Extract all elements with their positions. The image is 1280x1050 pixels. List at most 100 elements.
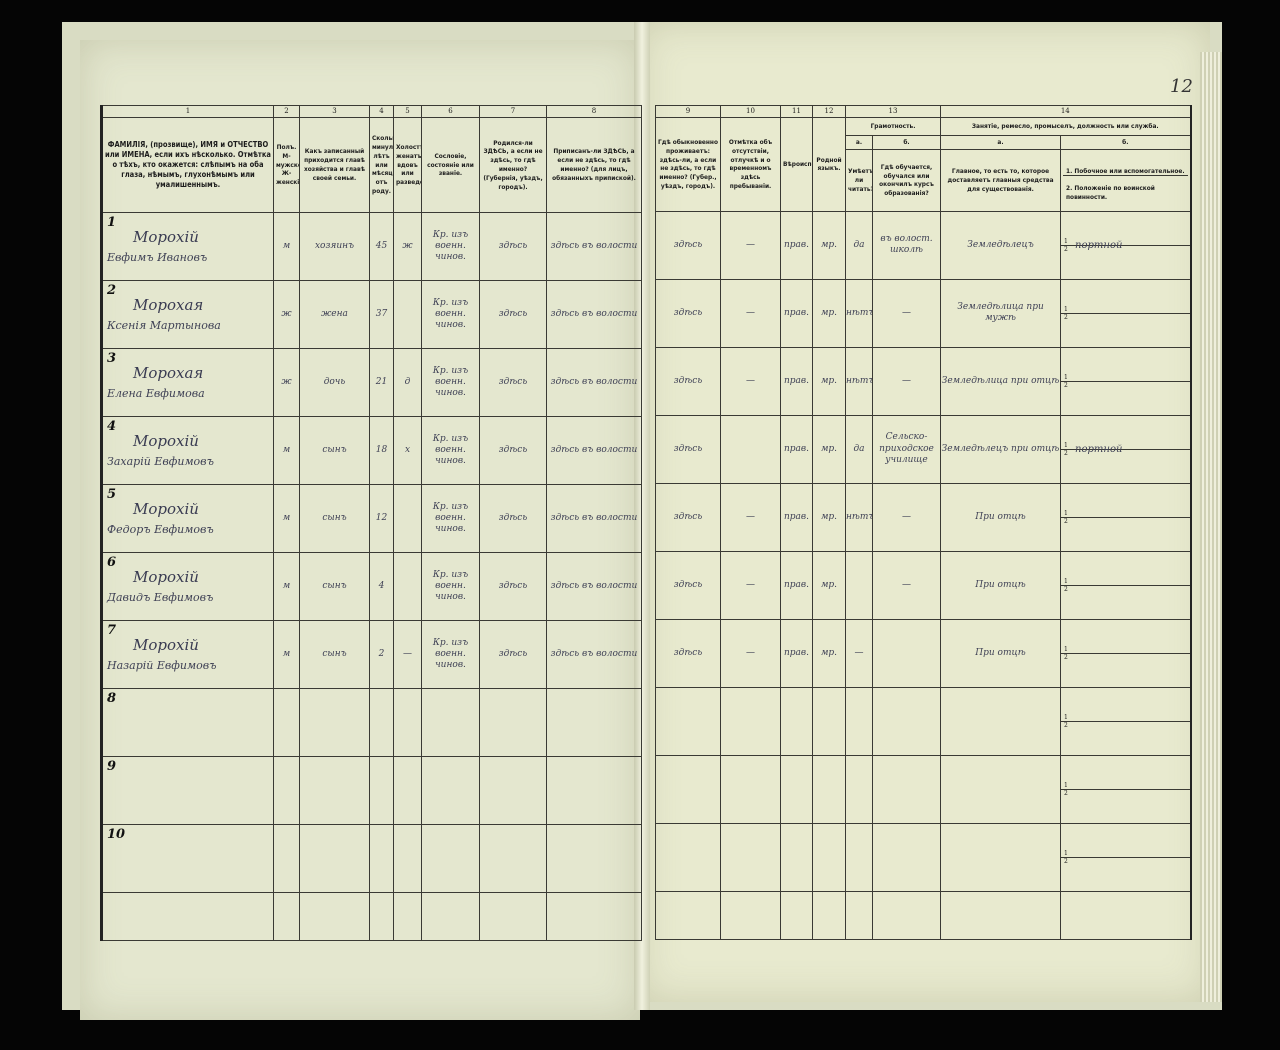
column-number: 5 <box>393 105 422 118</box>
empty-cell <box>720 890 781 940</box>
age-cell: 37 <box>369 280 394 349</box>
secondary-lines: 1 портной 2 <box>1061 442 1190 457</box>
line-two: 2 <box>1062 653 1190 661</box>
absence-cell: — <box>720 210 781 280</box>
relation-cell <box>299 688 370 757</box>
subcolumn-label: б. <box>871 135 942 150</box>
religion-cell <box>780 754 813 824</box>
table-row: 9 <box>101 756 642 825</box>
born-cell: здѣсь <box>479 212 547 281</box>
born-cell: здѣсь <box>479 484 547 553</box>
occupation-side-value: портной <box>1075 239 1123 251</box>
page-number: 12 <box>1170 76 1193 97</box>
surname: Морохій <box>133 432 199 451</box>
row-number: 1 <box>107 215 117 230</box>
line-number: 2 <box>1064 721 1068 729</box>
line-number: 1 <box>1064 373 1068 381</box>
born-cell: здѣсь <box>479 348 547 417</box>
name-cell: 3 Морохая Елена Евфимова <box>101 348 274 417</box>
subcolumn-label: б. <box>1060 135 1192 150</box>
header-side-occupation: 1. Побочное или вспомогательное. <box>1063 159 1188 177</box>
given-name-patronymic: Назарій Евфимовъ <box>107 659 217 672</box>
line-two: 2 <box>1062 246 1190 253</box>
table-row: 6 Морохій Давидъ Евфимовъ м сынъ 4 Кр. изъ вое… <box>101 552 642 621</box>
secondary-occupation-cell: 1 портной 2 <box>1060 414 1192 484</box>
marital-cell: — <box>393 620 422 689</box>
column-number: 1 <box>101 105 274 118</box>
empty-cell <box>393 892 422 941</box>
sex-cell: ж <box>273 280 300 349</box>
empty-cell <box>479 892 547 941</box>
line-one: 1 <box>1061 850 1190 858</box>
line-one: 1 <box>1061 306 1190 314</box>
name-cell: 10 <box>101 824 274 893</box>
reads-cell: нѣтъ <box>845 278 873 348</box>
relation-cell: сынъ <box>299 620 370 689</box>
empty-cell <box>655 890 721 940</box>
school-cell <box>871 822 942 892</box>
column-number: 10 <box>720 105 781 118</box>
table-row: здѣсь — прав. мр. да въ волост. школѣ Земледѣл… <box>655 210 1192 280</box>
school-cell: — <box>871 550 942 620</box>
column-header: Приписанъ-ли ЗДѢСЬ, а если не здѣсь, то … <box>546 117 642 213</box>
school-cell: въ волост. школѣ <box>871 210 942 280</box>
line-two: 2 <box>1062 313 1190 321</box>
line-number: 2 <box>1064 517 1068 525</box>
sex-cell: ж <box>273 348 300 417</box>
registered-cell <box>546 688 642 757</box>
age-cell: 45 <box>369 212 394 281</box>
surname: Морохая <box>133 364 204 383</box>
resides-cell: здѣсь <box>655 346 721 416</box>
registered-cell: здѣсь въ волости <box>546 552 642 621</box>
resides-cell: здѣсь <box>655 482 721 552</box>
line-number: 1 <box>1064 441 1068 449</box>
reads-cell <box>845 754 873 824</box>
absence-cell: — <box>720 346 781 416</box>
line-number: 1 <box>1064 577 1068 585</box>
census-table-left: 1 2 3 4 5 6 7 8 ФАМИЛІЯ, (прозвище), ИМЯ и ОТЧЕС… <box>100 105 642 941</box>
table-row: 4 Морохій Захарій Евфимовъ м сынъ 18 х Кр. изъ … <box>101 416 642 485</box>
row-number: 2 <box>107 283 117 298</box>
born-cell: здѣсь <box>479 620 547 689</box>
table-row: 1 Морохій Евфимъ Ивановъ м хозяинъ 45 ж Кр. изъ… <box>101 212 642 281</box>
empty-cell <box>871 890 942 940</box>
line-number: 2 <box>1064 653 1068 661</box>
school-cell <box>871 686 942 756</box>
line-one: 1 портной <box>1061 441 1190 455</box>
column-number: 9 <box>655 105 721 118</box>
table-row: здѣсь — прав. мр. нѣтъ — Земледѣлица при отцѣ 1… <box>655 346 1192 416</box>
row-number: 9 <box>107 759 117 774</box>
estate-cell <box>421 824 480 893</box>
sex-cell <box>273 688 300 757</box>
age-cell <box>369 688 394 757</box>
occupation-main-cell <box>940 754 1062 824</box>
relation-cell: дочь <box>299 348 370 417</box>
column-number: 2 <box>273 105 300 118</box>
name-cell: 6 Морохій Давидъ Евфимовъ <box>101 552 274 621</box>
row-number: 4 <box>107 419 117 434</box>
row-number: 7 <box>107 623 117 638</box>
resides-cell: здѣсь <box>655 210 721 280</box>
column-header: Вѣроисповѣданіе. <box>780 117 813 212</box>
column-number: 13 <box>844 105 942 118</box>
occupation-main-cell: При отцѣ <box>940 618 1062 688</box>
line-one: 1 <box>1061 510 1190 518</box>
born-cell <box>479 824 547 893</box>
line-number: 2 <box>1064 313 1068 321</box>
empty-cell <box>1060 890 1192 940</box>
registered-cell: здѣсь въ волости <box>546 620 642 689</box>
registered-cell: здѣсь въ волости <box>546 212 642 281</box>
column-header: Гдѣ обыкновенно проживаетъ: здѣсь-ли, а … <box>655 117 721 212</box>
registered-cell: здѣсь въ волости <box>546 348 642 417</box>
reads-cell: — <box>845 618 873 688</box>
absence-cell <box>720 754 781 824</box>
column-header: Сословіе, состояніе или званіе. <box>421 117 480 213</box>
row-number: 8 <box>107 691 117 706</box>
sex-cell: м <box>273 484 300 553</box>
